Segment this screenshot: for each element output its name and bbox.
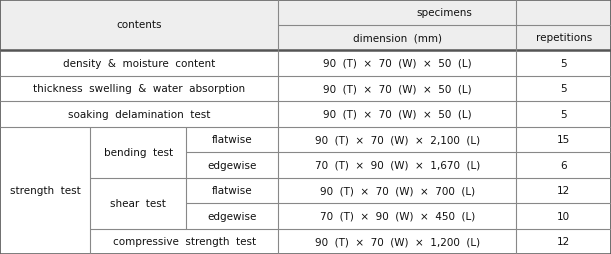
Text: 12: 12 (557, 185, 570, 196)
Bar (0, 25, 611, 51)
Text: 6: 6 (560, 160, 567, 170)
Text: repetitions: repetitions (535, 33, 592, 43)
Text: strength  test: strength test (10, 185, 81, 196)
Text: 90  (T)  ×  70  (W)  ×  50  (L): 90 (T) × 70 (W) × 50 (L) (323, 58, 472, 69)
Text: 15: 15 (557, 135, 570, 145)
Text: 12: 12 (557, 236, 570, 246)
Text: 5: 5 (560, 84, 567, 94)
Text: 90  (T)  ×  70  (W)  ×  50  (L): 90 (T) × 70 (W) × 50 (L) (323, 84, 472, 94)
Text: bending  test: bending test (104, 147, 173, 157)
Text: contents: contents (116, 20, 162, 30)
Text: thickness  swelling  &  water  absorption: thickness swelling & water absorption (33, 84, 245, 94)
Text: 5: 5 (560, 58, 567, 69)
Text: compressive  strength  test: compressive strength test (112, 236, 256, 246)
Text: 10: 10 (557, 211, 570, 221)
Bar (0, 0, 611, 25)
Text: soaking  delamination  test: soaking delamination test (68, 109, 210, 119)
Text: 90  (T)  ×  70  (W)  ×  700  (L): 90 (T) × 70 (W) × 700 (L) (320, 185, 475, 196)
Text: 90  (T)  ×  70  (W)  ×  50  (L): 90 (T) × 70 (W) × 50 (L) (323, 109, 472, 119)
Text: edgewise: edgewise (208, 211, 257, 221)
Text: 90  (T)  ×  70  (W)  ×  2,100  (L): 90 (T) × 70 (W) × 2,100 (L) (315, 135, 480, 145)
Text: flatwise: flatwise (212, 135, 252, 145)
Text: dimension  (mm): dimension (mm) (353, 33, 442, 43)
Text: edgewise: edgewise (208, 160, 257, 170)
Text: 5: 5 (560, 109, 567, 119)
Text: density  &  moisture  content: density & moisture content (63, 58, 215, 69)
Text: shear  test: shear test (111, 198, 166, 208)
Text: 70  (T)  ×  90  (W)  ×  450  (L): 70 (T) × 90 (W) × 450 (L) (320, 211, 475, 221)
Text: flatwise: flatwise (212, 185, 252, 196)
Text: specimens: specimens (417, 8, 472, 18)
Text: 70  (T)  ×  90  (W)  ×  1,670  (L): 70 (T) × 90 (W) × 1,670 (L) (315, 160, 480, 170)
Text: 90  (T)  ×  70  (W)  ×  1,200  (L): 90 (T) × 70 (W) × 1,200 (L) (315, 236, 480, 246)
